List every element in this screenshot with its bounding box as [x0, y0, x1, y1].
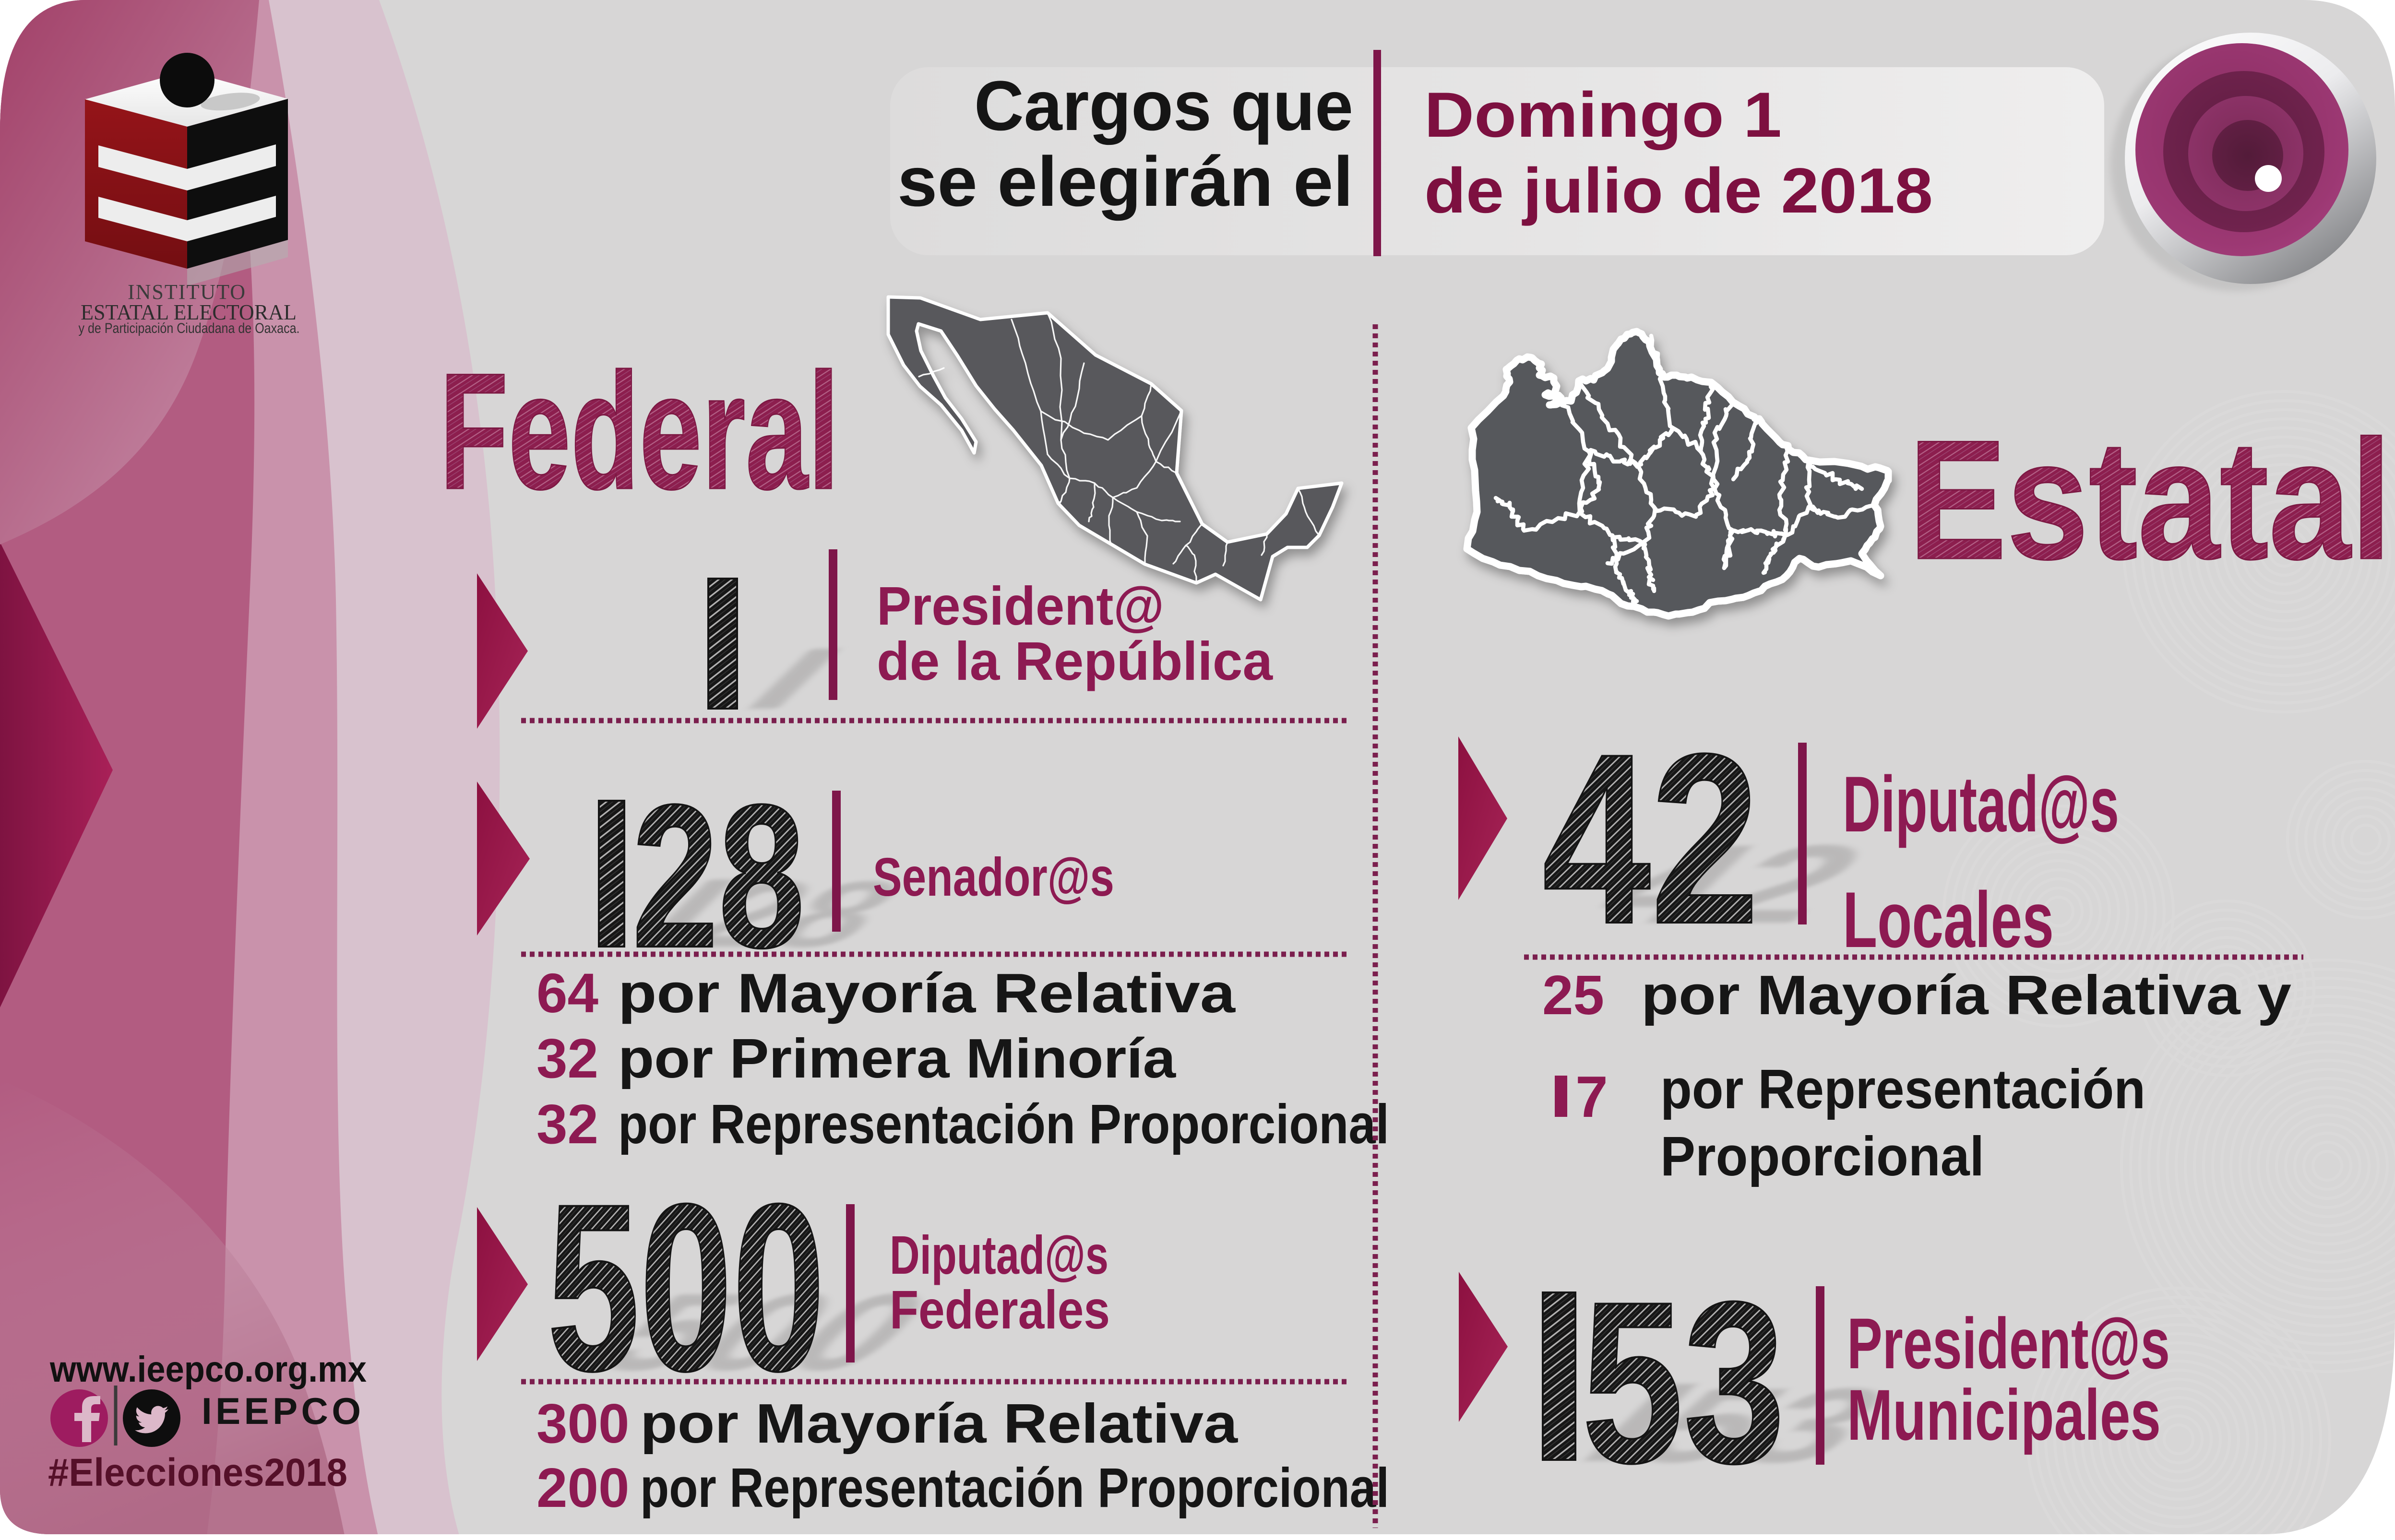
svg-text:por Representación Proporciona: por Representación Proporcional	[618, 1093, 1389, 1155]
svg-text:Diputad@s: Diputad@s	[1843, 760, 2119, 848]
svg-text:por Mayoría Relativa: por Mayoría Relativa	[640, 1392, 1239, 1455]
svg-text:7: 7	[1575, 1064, 1608, 1129]
svg-text:Federales: Federales	[890, 1279, 1110, 1340]
svg-text:Federal: Federal	[440, 339, 839, 524]
svg-text:por Mayoría Relativa: por Mayoría Relativa	[618, 962, 1236, 1024]
svg-text:Locales: Locales	[1843, 876, 2054, 964]
svg-text:de la República: de la República	[877, 631, 1273, 691]
svg-text:www.ieepco.org.mx: www.ieepco.org.mx	[49, 1349, 367, 1390]
svg-text:Diputad@s: Diputad@s	[890, 1225, 1108, 1285]
svg-text:Domingo 1: Domingo 1	[1424, 80, 1782, 151]
svg-text:por Mayoría Relativa y: por Mayoría Relativa y	[1641, 964, 2291, 1026]
svg-text:por Primera Minoría: por Primera Minoría	[618, 1027, 1177, 1090]
svg-text:Proporcional: Proporcional	[1660, 1125, 1984, 1187]
svg-text:64: 64	[536, 962, 598, 1024]
svg-text:25: 25	[1542, 964, 1604, 1026]
svg-text:32: 32	[536, 1027, 598, 1090]
svg-text:ESTATAL ELECTORAL: ESTATAL ELECTORAL	[81, 300, 297, 324]
svg-text:se elegirán el: se elegirán el	[897, 142, 1353, 221]
svg-text:500: 500	[547, 1154, 825, 1420]
svg-text:200: 200	[536, 1457, 630, 1519]
svg-text:32: 32	[536, 1093, 598, 1155]
svg-text:Estatal: Estatal	[1908, 405, 2392, 595]
svg-text:por Representación Proporciona: por Representación Proporcional	[640, 1457, 1389, 1519]
svg-text:por Representación: por Representación	[1660, 1058, 2145, 1120]
svg-text:y de Participación Ciudadana d: y de Participación Ciudadana de Oaxaca.	[79, 320, 300, 336]
svg-text:53: 53	[1582, 1254, 1785, 1511]
svg-text:Municipales: Municipales	[1847, 1374, 2161, 1455]
svg-text:#Elecciones2018: #Elecciones2018	[48, 1451, 347, 1494]
svg-text:300: 300	[536, 1392, 630, 1455]
svg-text:President@s: President@s	[1847, 1303, 2170, 1384]
svg-text:de julio de 2018: de julio de 2018	[1424, 155, 1933, 226]
svg-text:INSTITUTO: INSTITUTO	[128, 280, 247, 304]
svg-text:42: 42	[1542, 704, 1759, 974]
svg-text:IEEPCO: IEEPCO	[202, 1390, 361, 1432]
svg-text:28: 28	[632, 762, 805, 990]
svg-text:President@: President@	[877, 576, 1164, 636]
svg-text:Cargos que: Cargos que	[974, 67, 1353, 145]
svg-text:Senador@s: Senador@s	[873, 847, 1114, 907]
